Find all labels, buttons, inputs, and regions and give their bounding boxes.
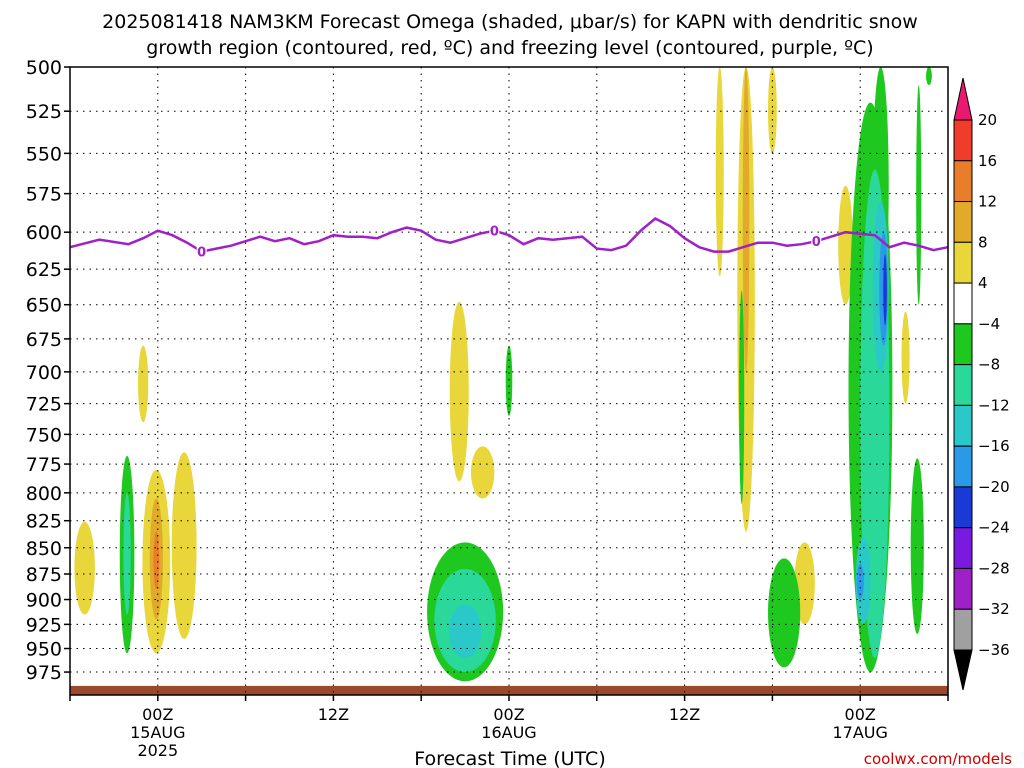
colorbar-label: −32 [978, 600, 1010, 618]
y-tick-label: 700 [26, 362, 62, 384]
contour-label-bg [489, 223, 500, 238]
colorbar-segment [953, 608, 973, 651]
y-tick-label: 775 [26, 454, 62, 476]
chart-title-line-1: 2025081418 NAM3KM Forecast Omega (shaded… [102, 11, 918, 33]
colorbar-label: −24 [978, 519, 1010, 537]
y-tick-label: 525 [26, 101, 62, 123]
colorbar-label: −8 [978, 356, 1000, 374]
y-axis-ticks: 500 525 550 575 600 625 650 675 700 725 750 775 800 8… [26, 57, 70, 684]
y-tick-label: 800 [26, 483, 62, 505]
colorbar-segment [953, 323, 973, 366]
colorbar-label: −20 [978, 478, 1010, 496]
omega-region-17 [768, 67, 777, 154]
colorbar-label: 12 [978, 193, 997, 211]
omega-region-31 [901, 311, 910, 404]
colorbar-label: 20 [978, 111, 997, 129]
x-tick-label: 12Z [318, 705, 349, 724]
grid-lines [70, 66, 948, 695]
colorbar-segment [953, 567, 973, 610]
y-tick-label: 500 [26, 57, 62, 79]
y-tick-label: 550 [26, 143, 62, 165]
x-tick-label: 17AUG [832, 723, 887, 742]
y-tick-label: 625 [26, 259, 62, 281]
omega-region-14 [715, 67, 724, 277]
x-tick-label: 00Z [845, 705, 876, 724]
freezing-level-label: 0 [197, 246, 206, 261]
colorbar-segment [953, 119, 973, 162]
colorbar-label: −4 [978, 315, 1000, 333]
contour-label-bg [196, 244, 207, 259]
omega-region-1 [138, 345, 149, 423]
x-tick-label: 2025 [137, 741, 178, 760]
plot-area: 0 0 0 [69, 66, 949, 696]
omega-region-0 [74, 521, 95, 615]
omega-region-27 [883, 254, 887, 326]
colorbar-label: −16 [978, 437, 1010, 455]
omega-region-10 [505, 345, 513, 417]
omega-region-30 [910, 458, 924, 635]
y-tick-label: 600 [26, 222, 62, 244]
omega-region-20 [768, 558, 801, 668]
colorbar-segment [953, 201, 973, 243]
colorbar-segment [953, 160, 973, 203]
omega-region-13 [449, 604, 482, 659]
omega-region-16 [742, 67, 750, 372]
colorbar-bottom-arrow [953, 649, 973, 691]
colorbar-segment [953, 282, 973, 325]
omega-region-8 [449, 301, 469, 482]
omega-region-7 [123, 492, 131, 615]
omega-region-32 [916, 84, 922, 305]
colorbar-label: −36 [978, 641, 1010, 659]
y-tick-label: 825 [26, 511, 62, 533]
contour-label-bg [811, 234, 822, 249]
colorbar: 20 16 12 8 4 −4 −8 −12 −16 −20 −24 −28 −32 −36 [953, 77, 1010, 691]
colorbar-segment [953, 486, 973, 529]
omega-region-33 [926, 67, 932, 85]
y-tick-label: 900 [26, 590, 62, 612]
colorbar-segment [953, 527, 973, 569]
y-tick-label: 725 [26, 394, 62, 416]
x-tick-label: 00Z [142, 705, 173, 724]
y-tick-label: 750 [26, 424, 62, 446]
colorbar-label: 4 [978, 274, 988, 292]
x-tick-label: 00Z [493, 705, 524, 724]
omega-region-21 [838, 185, 853, 305]
colorbar-top-arrow [953, 77, 973, 121]
x-tick-label: 15AUG [130, 723, 185, 742]
colorbar-label: −12 [978, 396, 1010, 414]
colorbar-label: −28 [978, 559, 1010, 577]
y-tick-label: 650 [26, 295, 62, 317]
x-tick-label: 16AUG [481, 723, 536, 742]
colorbar-label: 16 [978, 152, 997, 170]
freezing-level-contour: 0 0 0 [69, 217, 949, 261]
freezing-level-line [69, 217, 949, 253]
colorbar-label: 8 [978, 233, 988, 251]
x-tick-label: 12Z [669, 705, 700, 724]
colorbar-segment [953, 445, 973, 488]
credit-text: coolwx.com/models [864, 750, 1012, 768]
y-tick-label: 875 [26, 564, 62, 586]
omega-region-9 [470, 446, 495, 499]
freezing-level-label: 0 [490, 225, 499, 240]
y-tick-label: 950 [26, 639, 62, 661]
chart-title-line-2: growth region (contoured, red, ºC) and f… [146, 37, 873, 59]
omega-region-5 [171, 452, 197, 639]
omega-region-4 [153, 531, 160, 590]
y-tick-label: 975 [26, 662, 62, 684]
y-tick-label: 575 [26, 184, 62, 206]
y-tick-label: 675 [26, 329, 62, 351]
colorbar-segment [953, 364, 973, 406]
x-axis-label: Forecast Time (UTC) [414, 748, 605, 768]
y-tick-label: 850 [26, 538, 62, 560]
y-tick-label: 925 [26, 614, 62, 636]
colorbar-segment [953, 404, 973, 447]
colorbar-segment [953, 241, 973, 284]
freezing-level-label: 0 [812, 235, 821, 250]
ground-layer [70, 685, 948, 695]
omega-shading [74, 66, 932, 682]
omega-region-18 [739, 290, 745, 505]
ground-fill [70, 685, 948, 695]
